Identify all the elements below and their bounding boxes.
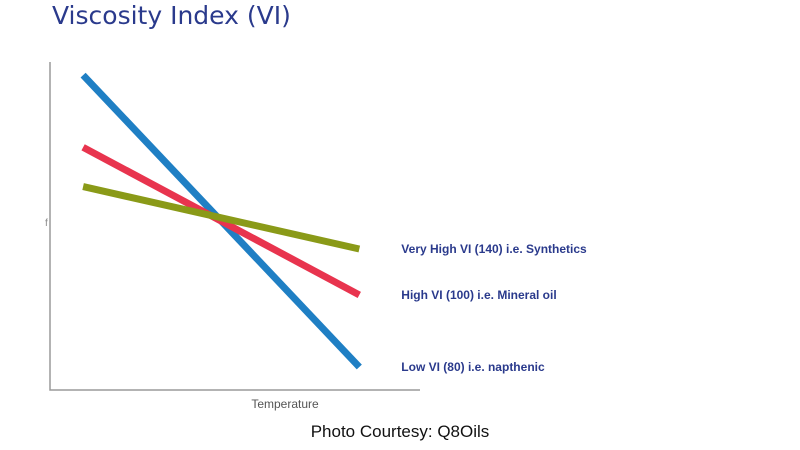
series-label-1: High VI (100) i.e. Mineral oil — [401, 288, 556, 302]
series-label-0: Low VI (80) i.e. napthenic — [401, 360, 545, 374]
series-line-2 — [82, 183, 361, 253]
photo-credit: Photo Courtesy: Q8Oils — [311, 422, 490, 441]
y-axis-tick-label: f — [45, 218, 48, 229]
series-label-2: Very High VI (140) i.e. Synthetics — [401, 242, 587, 256]
chart-title: Viscosity Index (VI) — [52, 1, 291, 30]
x-axis-label: Temperature — [251, 397, 319, 411]
series-group: Low VI (80) i.e. napthenic High VI (100) … — [80, 72, 587, 374]
axes — [49, 62, 420, 391]
